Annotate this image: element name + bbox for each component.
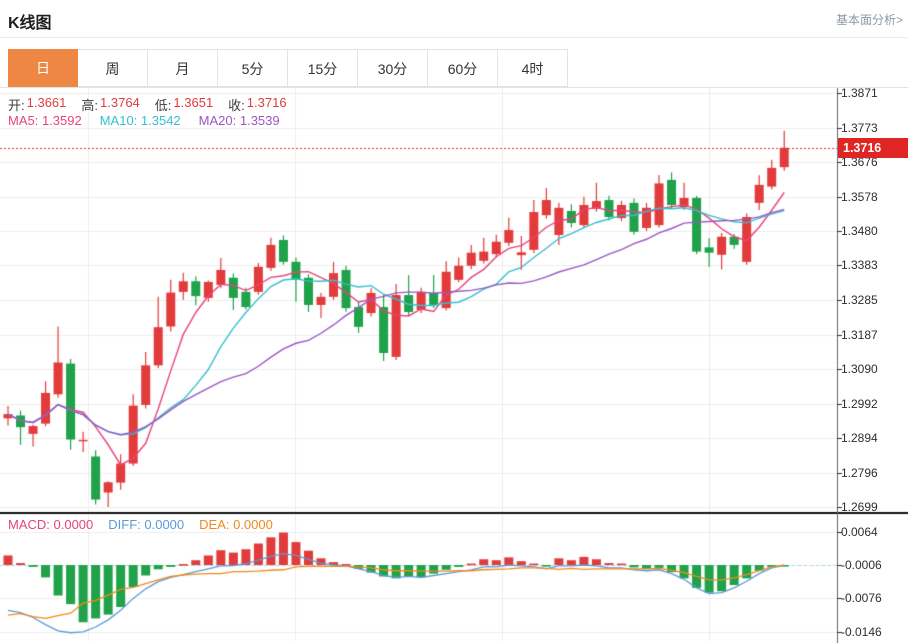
price-axis-label: 1.3871 xyxy=(841,86,878,100)
price-axis-label: 1.3090 xyxy=(841,361,878,376)
open-label: 开: xyxy=(8,98,25,113)
low-readout: 低: 1.3651 xyxy=(155,95,213,114)
high-value: 1.3764 xyxy=(100,95,140,110)
ohlc-readout: 开: 1.3661 高: 1.3764 低: 1.3651 收: 1.3716 xyxy=(8,95,287,114)
interval-tab-bar: 日周月 5分 15分 30分 60分 4时 xyxy=(0,49,908,88)
current-price-value: 1.3716 xyxy=(843,140,882,155)
fundamental-analysis-link[interactable]: 基本面分析> xyxy=(835,13,903,27)
tab-周[interactable]: 周 xyxy=(78,49,148,87)
diff-value: DIFF: 0.0000 xyxy=(108,517,185,532)
macd-axis-label: -0.0146 xyxy=(841,624,882,639)
price-axis-label: 1.3578 xyxy=(841,189,878,204)
price-axis-label: 1.3187 xyxy=(841,327,878,342)
current-price-tag: 1.3716 xyxy=(838,137,908,158)
macd-axis-label: -0.0006 xyxy=(841,558,882,572)
price-axis-label: 1.3480 xyxy=(841,224,878,239)
macd-value: MACD: 0.0000 xyxy=(8,517,94,532)
price-axis-label: 1.2992 xyxy=(841,396,878,411)
low-value: 1.3651 xyxy=(173,95,214,110)
close-label: 收: xyxy=(228,98,245,113)
price-axis-label: 1.2699 xyxy=(841,500,878,514)
tab-15分[interactable]: 15分 xyxy=(288,49,358,87)
tab-日[interactable]: 日 xyxy=(8,49,78,87)
price-axis-label: 1.2894 xyxy=(841,431,878,446)
ma20-value: MA20: 1.3539 xyxy=(198,113,280,128)
tab-30分[interactable]: 30分 xyxy=(358,49,428,87)
open-readout: 开: 1.3661 xyxy=(8,95,66,114)
tab-5分[interactable]: 5分 xyxy=(218,49,288,87)
macd-readout: MACD: 0.0000 DIFF: 0.0000 DEA: 0.0000 xyxy=(8,517,273,532)
macd-axis-label: 0.0064 xyxy=(841,524,878,539)
tab-4时[interactable]: 4时 xyxy=(498,49,568,87)
macd-axis-label: -0.0076 xyxy=(841,591,882,606)
price-axis-label: 1.2796 xyxy=(841,465,878,480)
ma5-value: MA5: 1.3592 xyxy=(8,113,82,128)
open-value: 1.3661 xyxy=(26,95,67,110)
close-value: 1.3716 xyxy=(246,95,287,110)
close-readout: 收: 1.3716 xyxy=(228,95,286,114)
ma10-value: MA10: 1.3542 xyxy=(99,113,181,128)
price-axis-label: 1.3773 xyxy=(841,120,878,135)
tab-月[interactable]: 月 xyxy=(148,49,218,87)
tab-60分[interactable]: 60分 xyxy=(428,49,498,87)
page-header: K线图 基本面分析> xyxy=(0,0,908,38)
high-readout: 高: 1.3764 xyxy=(81,95,139,114)
price-axis-label: 1.3676 xyxy=(841,154,878,169)
high-label: 高: xyxy=(81,98,99,113)
dea-value: DEA: 0.0000 xyxy=(199,517,273,532)
low-label: 低: xyxy=(154,98,172,113)
ma-readout: MA5: 1.3592 MA10: 1.3542 MA20: 1.3539 xyxy=(8,113,280,128)
price-axis-label: 1.3285 xyxy=(841,293,878,307)
page-title: K线图 xyxy=(8,15,52,32)
price-axis-label: 1.3383 xyxy=(841,258,878,273)
